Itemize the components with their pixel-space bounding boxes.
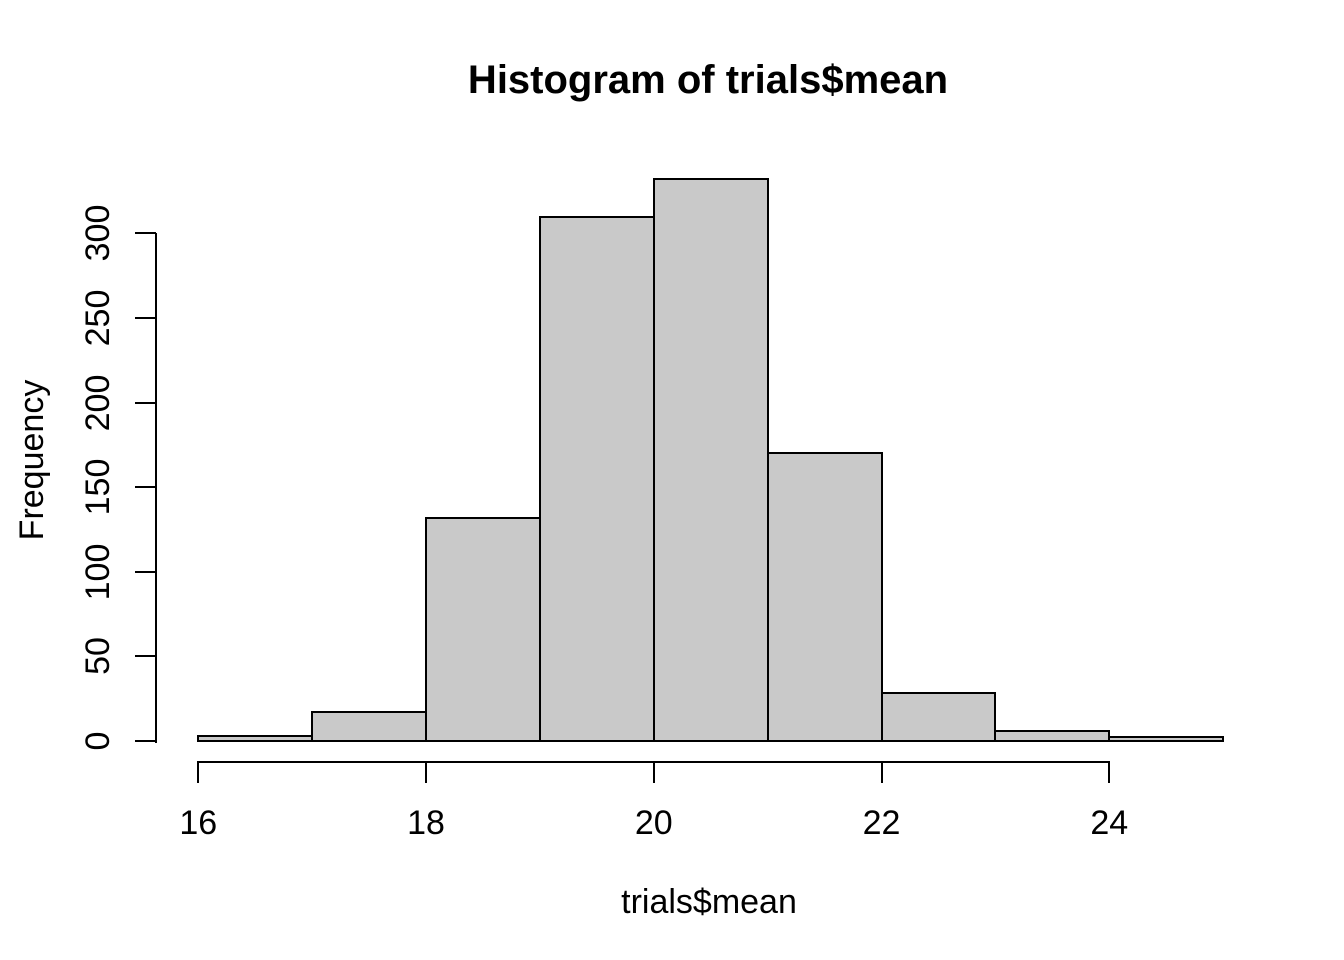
histogram-bar xyxy=(311,710,428,742)
histogram-bar xyxy=(880,692,997,742)
y-tick-label: 150 xyxy=(79,458,117,516)
histogram-bar xyxy=(425,516,541,742)
histogram-bar xyxy=(197,734,314,742)
y-tick xyxy=(135,739,156,742)
chart-title: Histogram of trials$mean xyxy=(467,58,949,102)
y-tick xyxy=(135,570,156,573)
x-tick-label: 16 xyxy=(179,804,218,842)
histogram-bar xyxy=(652,178,769,742)
y-axis-line xyxy=(155,232,157,743)
y-tick-label: 250 xyxy=(79,289,117,347)
x-tick xyxy=(652,762,655,783)
x-tick xyxy=(1108,762,1111,783)
y-tick-label: 0 xyxy=(79,731,117,751)
y-tick-label: 300 xyxy=(79,205,117,262)
y-tick-label: 200 xyxy=(79,374,117,431)
x-tick-label: 20 xyxy=(634,804,673,842)
x-axis-label: trials$mean xyxy=(621,883,797,921)
x-tick-label: 24 xyxy=(1090,804,1129,842)
y-tick-label: 100 xyxy=(79,543,117,600)
x-tick-label: 18 xyxy=(407,804,445,842)
histogram-bar xyxy=(766,452,883,742)
y-tick-label: 50 xyxy=(79,637,117,676)
y-tick xyxy=(135,317,156,320)
x-tick xyxy=(197,762,200,783)
x-tick xyxy=(425,762,428,783)
x-tick-label: 22 xyxy=(862,804,901,842)
y-tick xyxy=(135,401,156,404)
y-tick xyxy=(135,232,156,235)
histogram-bar xyxy=(1108,736,1225,742)
y-axis-label: Frequency xyxy=(13,379,51,541)
y-tick xyxy=(135,655,156,658)
histogram-bar xyxy=(538,215,655,742)
x-tick xyxy=(880,762,883,783)
y-tick xyxy=(135,486,156,489)
histogram-bar xyxy=(994,729,1111,742)
